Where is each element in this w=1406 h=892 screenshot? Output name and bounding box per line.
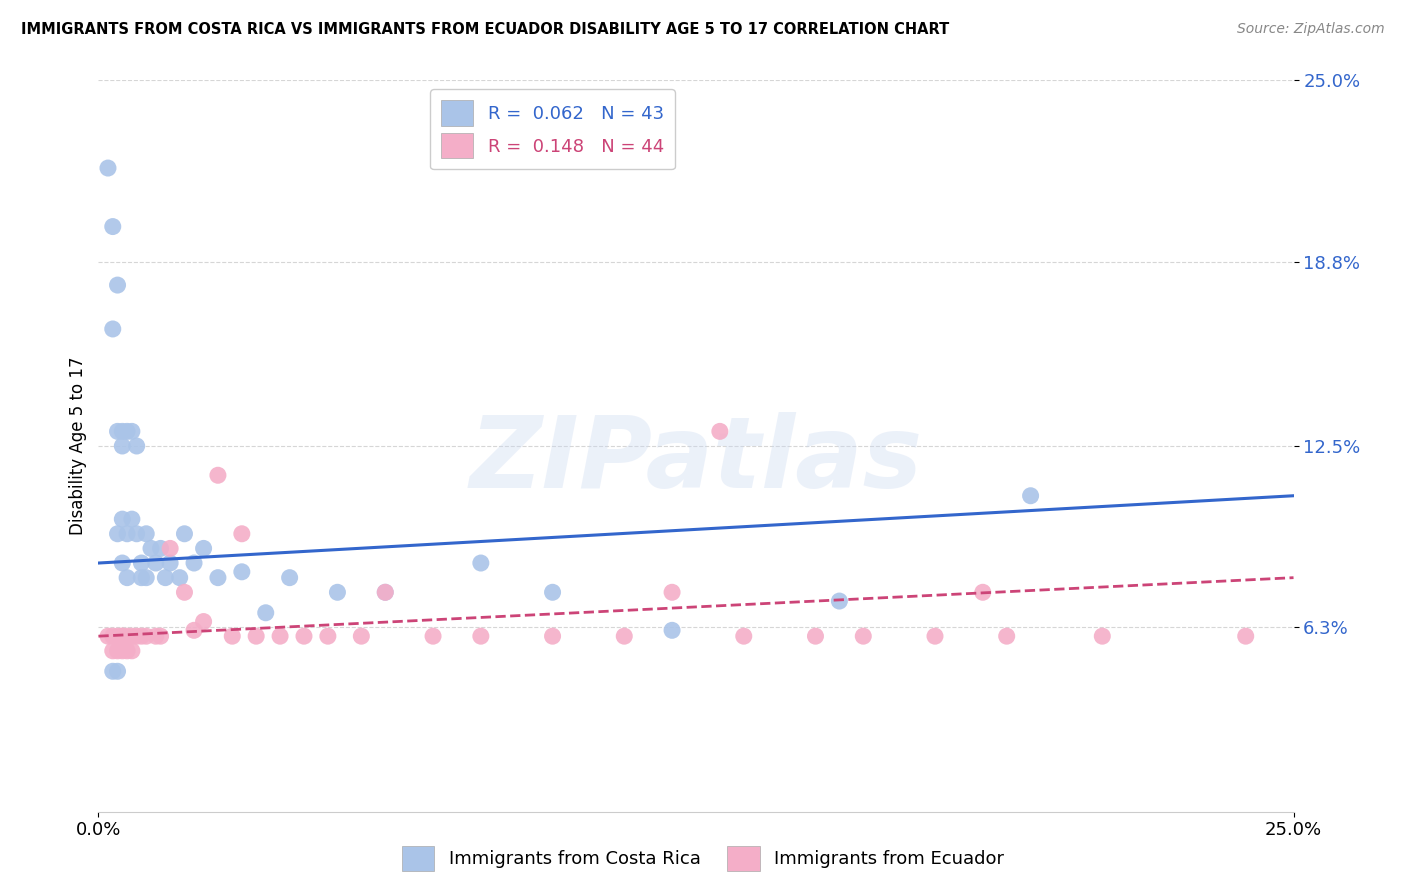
Point [135, 526, 157, 541]
Point [709, 425, 731, 439]
Point [155, 571, 177, 585]
Point [1019, 489, 1042, 503]
Point [159, 541, 181, 556]
Point [316, 629, 339, 643]
Point [422, 629, 444, 643]
Point [852, 629, 875, 643]
Point [101, 219, 124, 234]
Point [111, 629, 134, 643]
Point [661, 624, 683, 638]
Point [131, 629, 153, 643]
Point [326, 585, 349, 599]
Point [661, 585, 683, 599]
Point [131, 556, 153, 570]
Point [231, 526, 253, 541]
Point [231, 565, 253, 579]
Point [121, 644, 143, 658]
Text: Source: ZipAtlas.com: Source: ZipAtlas.com [1237, 22, 1385, 37]
Point [541, 585, 564, 599]
Point [135, 629, 157, 643]
Point [828, 594, 851, 608]
Legend: Immigrants from Costa Rica, Immigrants from Ecuador: Immigrants from Costa Rica, Immigrants f… [394, 838, 1012, 879]
Point [149, 629, 172, 643]
Point [107, 665, 129, 679]
Point [183, 624, 205, 638]
Point [121, 629, 143, 643]
Point [107, 425, 129, 439]
Point [804, 629, 827, 643]
Point [169, 571, 191, 585]
Point [374, 585, 396, 599]
Point [350, 629, 373, 643]
Point [245, 629, 267, 643]
Point [173, 526, 195, 541]
Point [207, 468, 229, 483]
Point [541, 629, 564, 643]
Point [97, 629, 120, 643]
Point [101, 665, 124, 679]
Point [254, 606, 277, 620]
Point [115, 571, 138, 585]
Point [107, 629, 129, 643]
Point [733, 629, 755, 643]
Point [125, 526, 148, 541]
Point [111, 512, 134, 526]
Point [107, 644, 129, 658]
Point [613, 629, 636, 643]
Point [374, 585, 396, 599]
Point [111, 425, 134, 439]
Point [1091, 629, 1114, 643]
Point [131, 571, 153, 585]
Point [125, 439, 148, 453]
Point [97, 161, 120, 175]
Point [107, 278, 129, 293]
Point [135, 571, 157, 585]
Point [1234, 629, 1257, 643]
Point [125, 629, 148, 643]
Point [115, 644, 138, 658]
Point [183, 556, 205, 570]
Point [101, 629, 124, 643]
Point [121, 425, 143, 439]
Point [995, 629, 1018, 643]
Point [221, 629, 243, 643]
Point [193, 541, 215, 556]
Point [292, 629, 315, 643]
Text: ZIPatlas: ZIPatlas [470, 412, 922, 509]
Point [101, 644, 124, 658]
Point [149, 541, 172, 556]
Point [111, 439, 134, 453]
Point [972, 585, 994, 599]
Point [115, 526, 138, 541]
Point [111, 644, 134, 658]
Point [193, 615, 215, 629]
Point [145, 556, 167, 570]
Point [115, 629, 138, 643]
Point [278, 571, 301, 585]
Legend: R =  0.062   N = 43, R =  0.148   N = 44: R = 0.062 N = 43, R = 0.148 N = 44 [430, 89, 675, 169]
Point [470, 629, 492, 643]
Point [115, 425, 138, 439]
Point [111, 629, 134, 643]
Point [121, 512, 143, 526]
Point [173, 585, 195, 599]
Y-axis label: Disability Age 5 to 17: Disability Age 5 to 17 [69, 357, 87, 535]
Point [159, 556, 181, 570]
Point [139, 541, 162, 556]
Text: IMMIGRANTS FROM COSTA RICA VS IMMIGRANTS FROM ECUADOR DISABILITY AGE 5 TO 17 COR: IMMIGRANTS FROM COSTA RICA VS IMMIGRANTS… [21, 22, 949, 37]
Point [111, 556, 134, 570]
Point [269, 629, 291, 643]
Point [924, 629, 946, 643]
Point [207, 571, 229, 585]
Point [145, 629, 167, 643]
Point [470, 556, 492, 570]
Point [101, 322, 124, 336]
Point [107, 526, 129, 541]
